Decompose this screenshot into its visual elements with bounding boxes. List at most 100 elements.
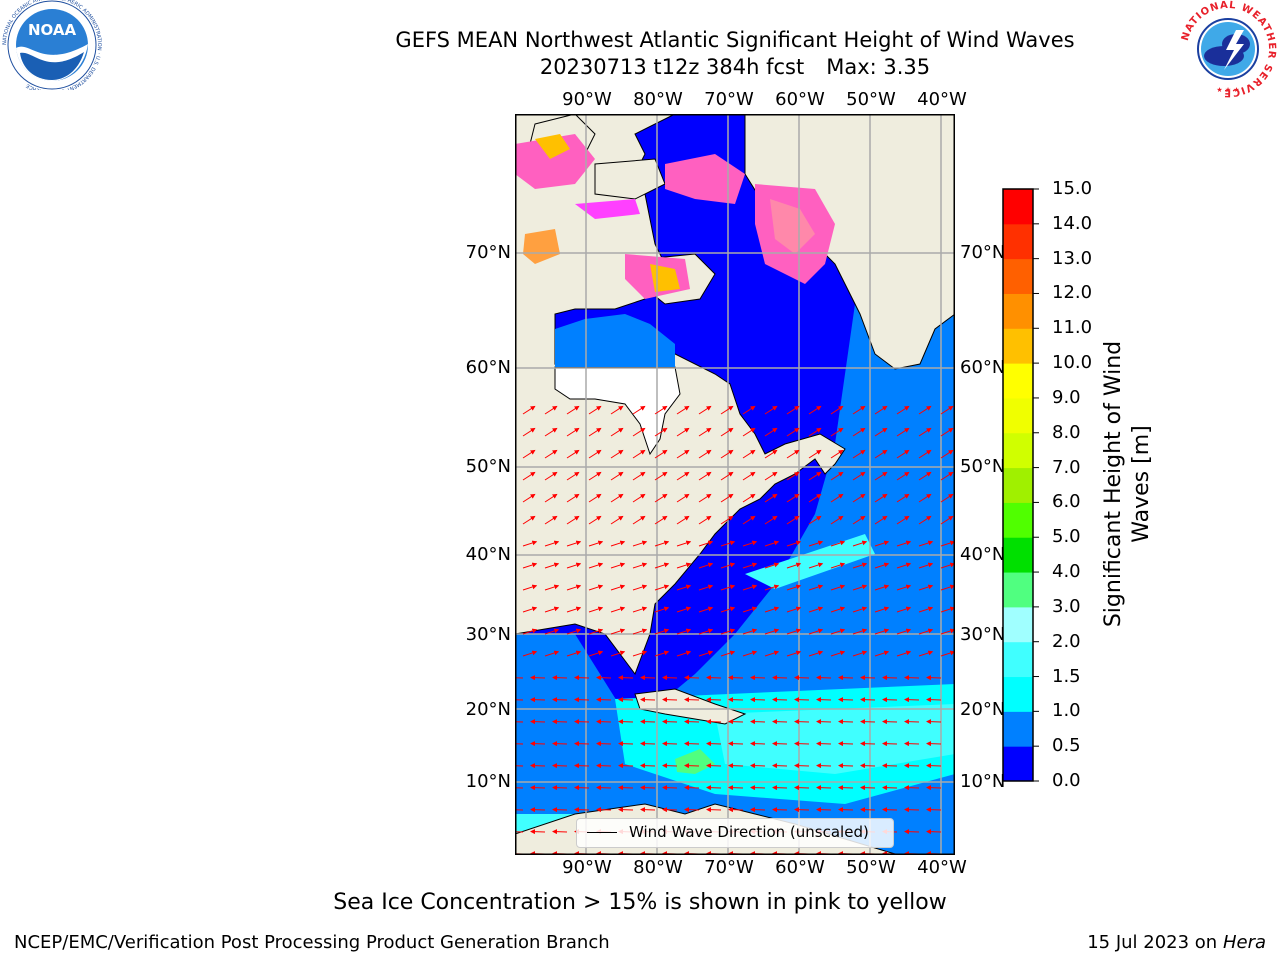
wind-wave-arrow bbox=[772, 719, 788, 725]
wind-wave-arrow bbox=[530, 719, 546, 725]
wind-wave-arrow bbox=[728, 697, 744, 703]
lon-label-bottom: 50°W bbox=[846, 857, 896, 878]
colorbar-title: Significant Height of Wind Waves [m] bbox=[1101, 340, 1154, 628]
wind-wave-arrow bbox=[706, 675, 722, 681]
colorbar-segment bbox=[1003, 502, 1033, 538]
lat-label-right: 70°N bbox=[960, 242, 1006, 263]
wind-wave-arrow bbox=[852, 628, 868, 635]
wind-wave-arrow bbox=[596, 785, 612, 791]
wind-wave-arrow bbox=[786, 628, 802, 635]
wind-wave-arrow bbox=[896, 493, 910, 503]
wind-wave-arrow bbox=[588, 449, 602, 459]
wind-wave-arrow bbox=[544, 449, 558, 459]
wind-wave-arrow bbox=[654, 471, 668, 481]
wind-wave-arrow bbox=[882, 741, 898, 747]
wind-wave-arrow bbox=[772, 697, 788, 703]
colorbar-segment bbox=[1003, 572, 1033, 608]
lat-label-left: 40°N bbox=[465, 544, 511, 565]
wind-wave-arrow bbox=[588, 471, 602, 481]
wind-wave-arrow bbox=[896, 427, 910, 437]
wind-wave-arrow bbox=[588, 540, 604, 547]
colorbar-segment bbox=[1003, 641, 1033, 678]
wind-wave-arrow bbox=[610, 606, 626, 613]
wind-wave-arrow bbox=[816, 763, 832, 769]
wind-wave-arrow bbox=[640, 763, 656, 769]
wind-wave-arrow bbox=[544, 427, 558, 437]
wind-wave-arrow bbox=[698, 562, 714, 569]
wind-wave-arrow bbox=[676, 471, 690, 481]
wind-wave-arrow bbox=[816, 785, 832, 791]
branch-credit: NCEP/EMC/Verification Post Processing Pr… bbox=[14, 932, 610, 953]
wind-wave-arrow bbox=[728, 741, 744, 747]
wind-wave-arrow bbox=[838, 763, 854, 769]
wind-wave-arrow bbox=[544, 584, 560, 591]
wind-wave-arrow bbox=[794, 719, 810, 725]
wind-wave-arrow bbox=[706, 697, 722, 703]
wind-wave-arrow bbox=[882, 785, 898, 791]
wind-wave-arrow bbox=[544, 650, 560, 657]
wind-wave-arrow bbox=[588, 628, 604, 635]
wind-wave-arrow bbox=[852, 515, 866, 525]
wind-wave-arrow bbox=[706, 719, 722, 725]
wind-wave-arrow bbox=[544, 628, 560, 635]
wind-wave-arrow bbox=[654, 515, 668, 525]
colorbar bbox=[1002, 188, 1039, 782]
wind-wave-arrow bbox=[706, 763, 722, 769]
wind-wave-arrow bbox=[654, 628, 670, 635]
wind-wave-arrow bbox=[566, 405, 580, 415]
wind-wave-arrow bbox=[720, 405, 734, 415]
wind-wave-arrow bbox=[632, 493, 646, 503]
lat-label-right: 10°N bbox=[960, 771, 1006, 792]
wind-wave-arrow bbox=[860, 763, 876, 769]
wind-wave-arrow bbox=[698, 427, 712, 437]
wind-wave-arrow bbox=[896, 562, 912, 569]
graticule bbox=[515, 114, 955, 855]
wind-wave-arrow bbox=[896, 584, 912, 591]
wind-wave-arrow bbox=[926, 675, 942, 681]
colorbar-tick-label: 4.0 bbox=[1052, 561, 1081, 583]
wind-wave-arrow bbox=[926, 719, 942, 725]
wind-wave-arrow bbox=[750, 675, 766, 681]
sea-ice-note: Sea Ice Concentration > 15% is shown in … bbox=[333, 890, 947, 915]
wind-wave-arrow bbox=[874, 650, 890, 657]
wind-wave-arrow bbox=[610, 405, 624, 415]
wind-wave-arrow bbox=[838, 719, 854, 725]
lat-label-left: 60°N bbox=[465, 357, 511, 378]
wind-wave-arrow bbox=[610, 493, 624, 503]
wind-wave-arrow bbox=[808, 650, 824, 657]
colorbar-tick-label: 15.0 bbox=[1052, 178, 1093, 199]
wind-wave-arrow bbox=[874, 562, 890, 569]
wind-wave-arrow bbox=[742, 493, 756, 503]
wind-wave-arrow bbox=[852, 405, 866, 415]
wind-wave-arrow bbox=[896, 471, 910, 481]
colorbar-tick-label: 11.0 bbox=[1052, 317, 1093, 339]
colorbar-tick-label: 6.0 bbox=[1052, 491, 1081, 513]
wind-wave-arrow bbox=[860, 719, 876, 725]
wind-wave-arrow bbox=[676, 606, 692, 613]
wind-wave-arrow bbox=[522, 606, 538, 613]
wind-wave-arrow bbox=[654, 562, 670, 569]
wind-wave-arrow bbox=[522, 515, 536, 525]
wind-wave-arrow bbox=[728, 719, 744, 725]
wind-wave-arrow bbox=[874, 515, 888, 525]
colorbar-tick-label: 5.0 bbox=[1052, 526, 1081, 548]
wind-wave-arrow bbox=[830, 405, 844, 415]
wind-wave-arrow bbox=[588, 405, 602, 415]
wind-wave-arrow bbox=[654, 427, 668, 437]
lon-label-bottom: 80°W bbox=[633, 857, 683, 878]
wind-wave-arrow bbox=[596, 719, 612, 725]
wind-wave-arrow bbox=[662, 719, 678, 725]
wind-wave-arrow bbox=[610, 449, 624, 459]
wind-wave-arrow bbox=[750, 807, 766, 813]
wind-wave-arrow bbox=[720, 562, 736, 569]
wind-wave-arrow bbox=[764, 584, 780, 591]
colorbar-segment bbox=[1003, 293, 1033, 329]
wind-wave-arrow bbox=[588, 515, 602, 525]
wind-wave-arrow bbox=[808, 493, 822, 503]
wind-wave-arrow bbox=[596, 763, 612, 769]
wind-wave-arrow bbox=[918, 449, 932, 459]
wind-wave-arrow bbox=[676, 562, 692, 569]
wind-wave-arrow bbox=[772, 763, 788, 769]
wind-wave-arrow bbox=[530, 697, 546, 703]
wind-wave-arrow bbox=[764, 562, 780, 569]
